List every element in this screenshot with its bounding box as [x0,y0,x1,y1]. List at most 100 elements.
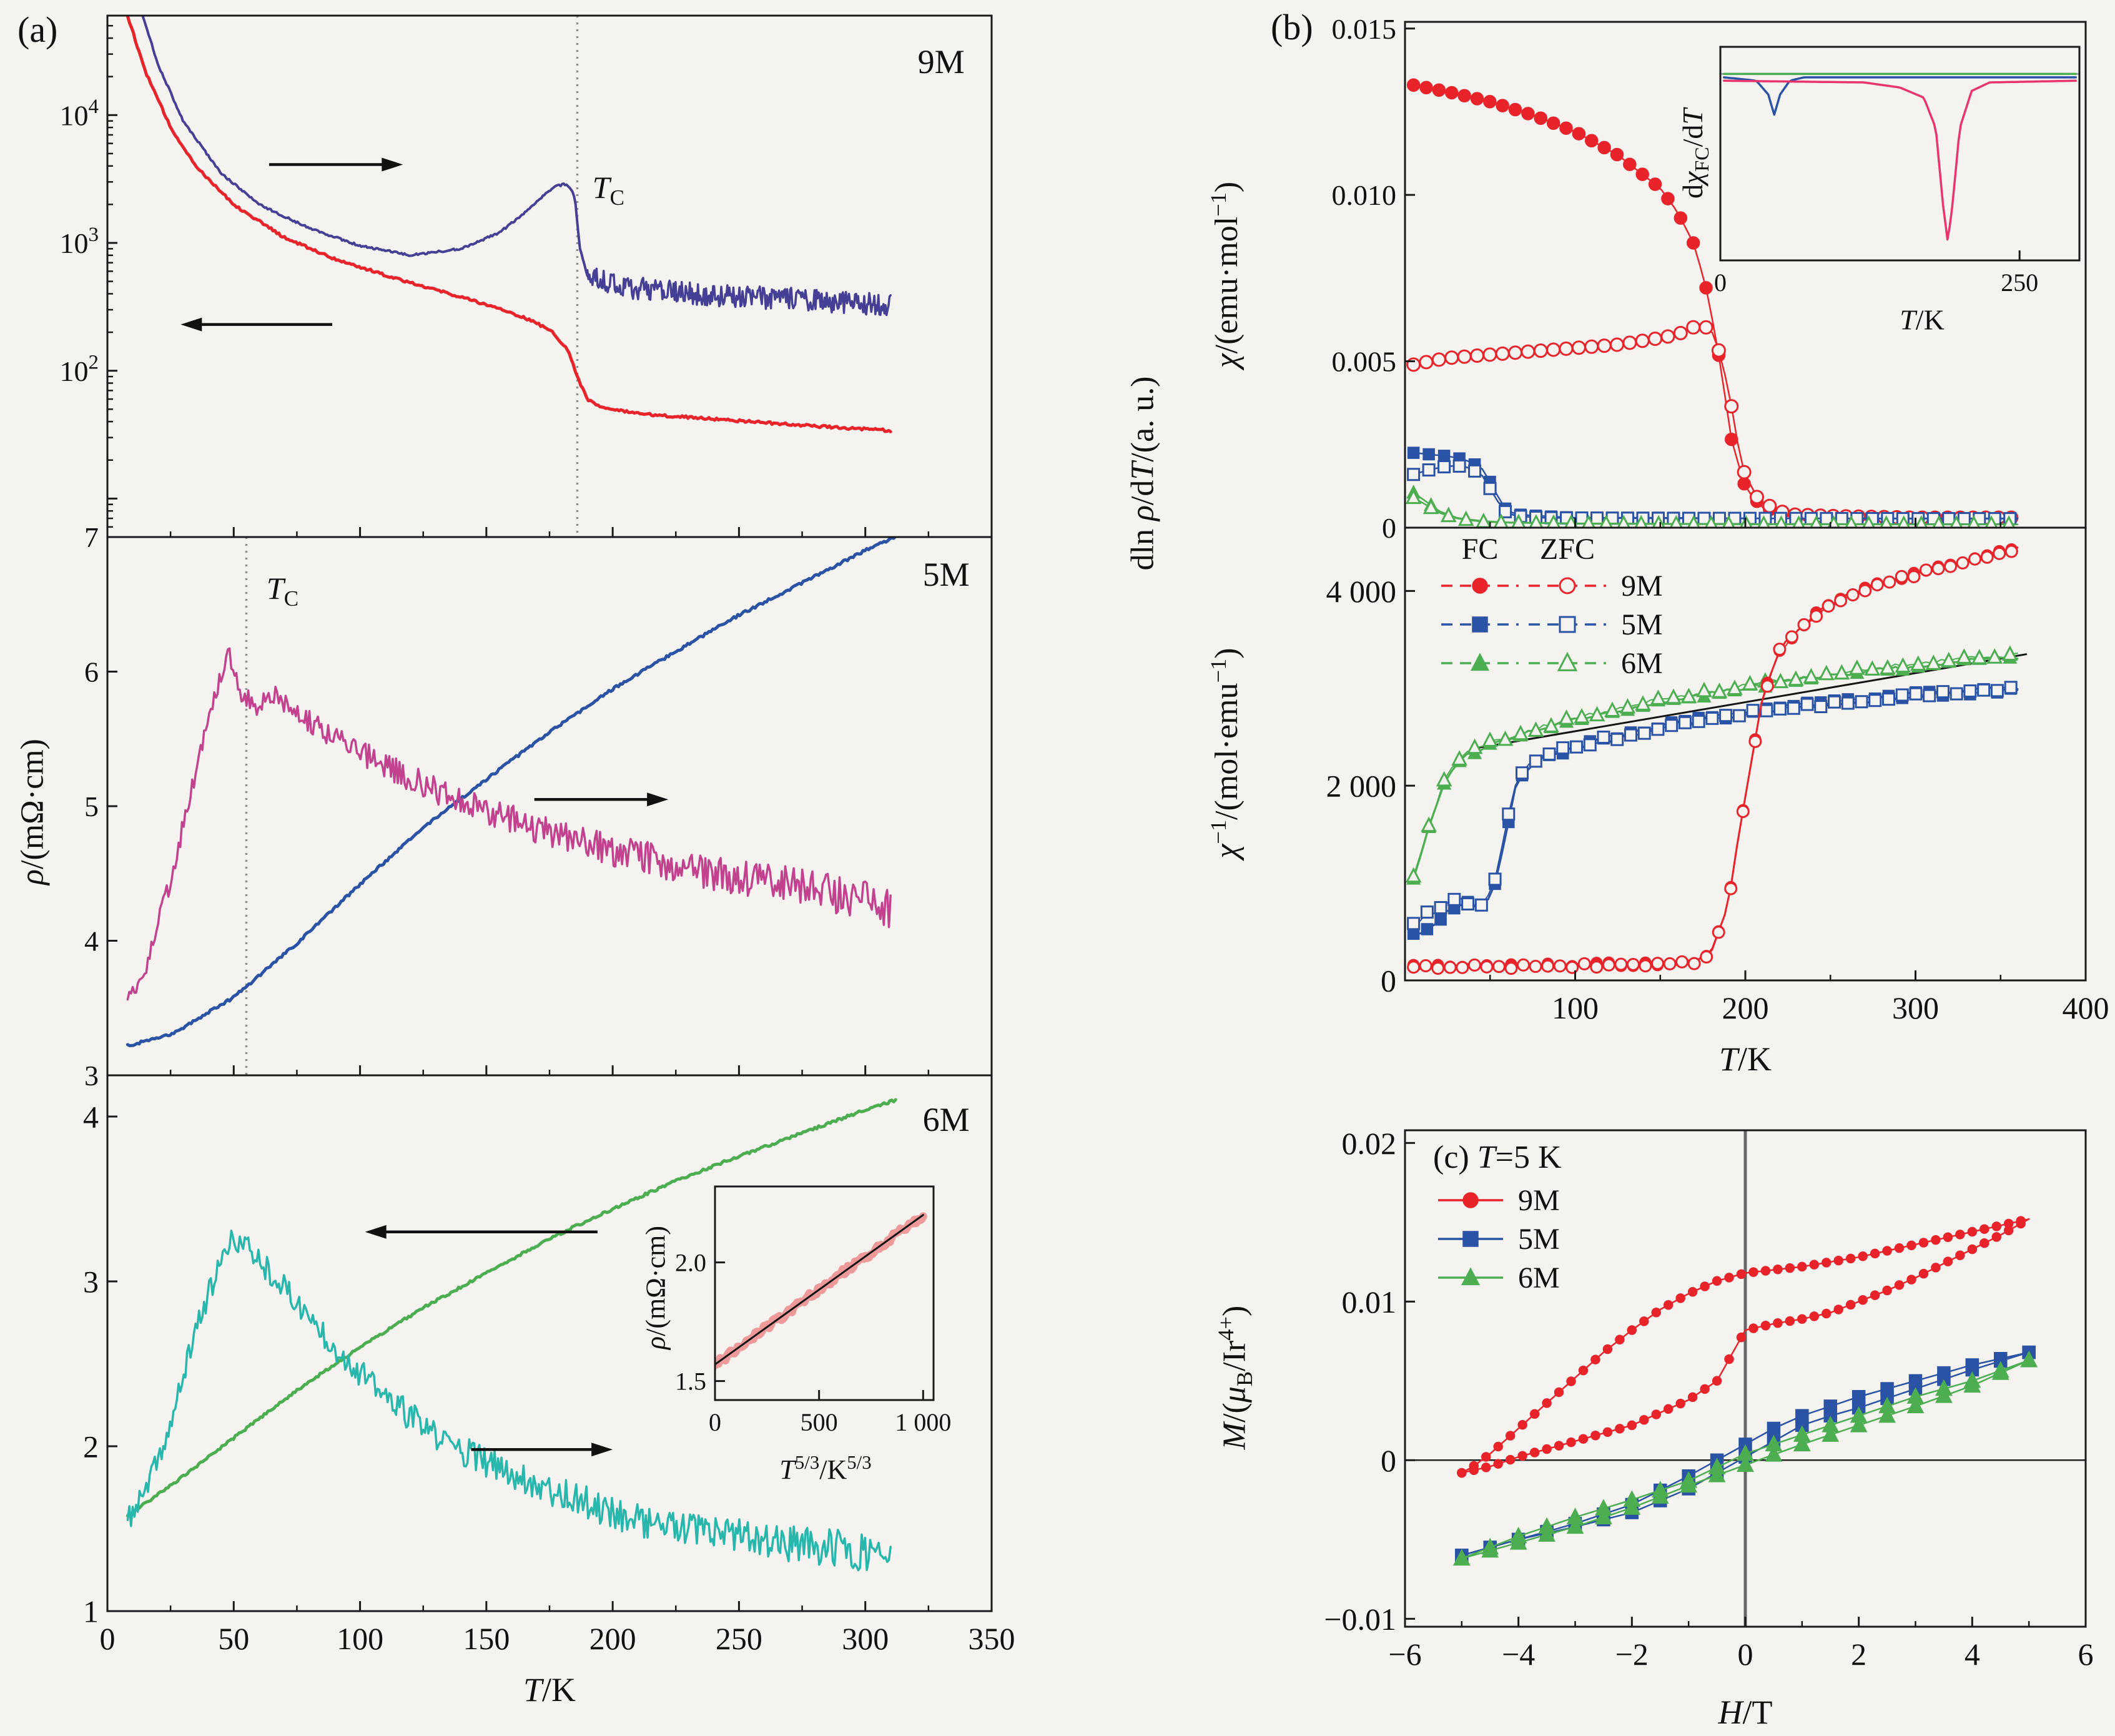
svg-text:250: 250 [2001,269,2038,297]
series-9M-down [1457,1216,2030,1478]
panel-c-title: (c) T=5 K [1433,1140,1562,1175]
legend-swatch-square-filled [1441,616,1519,633]
legend-header: FC ZFC [1436,532,1663,566]
svg-text:300: 300 [842,1621,889,1656]
svg-text:4: 4 [83,1100,99,1135]
series-9M-dlnrho-smooth [141,15,589,277]
legend-swatch-square-filled [1438,1231,1503,1247]
panel-c-mh-loops: −6 −4 −2 0 2 4 6 −0.01 0 0.01 0.02 [1324,1126,2093,1672]
svg-text:1.5: 1.5 [675,1368,706,1396]
svg-text:3: 3 [84,1060,99,1092]
svg-text:0: 0 [1738,1637,1753,1672]
svg-text:0.02: 0.02 [1342,1126,1397,1161]
panel-a-x-axis-label: T/K [523,1671,576,1709]
panel-b-inverse-susceptibility: 100 200 300 400 0 2 000 4 000 [1326,526,2109,1025]
legend-row-5m: 5M [1436,605,1663,644]
legend-swatch-triangle-open [1529,651,1606,671]
legend-swatch-triangle-filled [1438,1267,1503,1286]
panel-c-x-axis-label: H/T [1718,1694,1773,1731]
svg-text:0: 0 [1382,512,1396,544]
svg-text:6: 6 [84,656,99,688]
series-5M-ZFC [1407,681,2018,930]
svg-text:4: 4 [1965,1637,1980,1672]
panel-b-susceptibility: 0 0.005 0.010 0.015 [1332,13,2087,544]
svg-text:150: 150 [463,1621,510,1656]
series-6M-ZFC [1405,488,2019,528]
svg-text:−4: −4 [1502,1637,1535,1672]
svg-text:500: 500 [801,1408,838,1436]
series-6M-ZFC [1405,645,2018,883]
svg-text:3: 3 [83,1265,99,1300]
svg-text:−2: −2 [1615,1637,1649,1672]
svg-text:104: 104 [60,96,99,131]
svg-text:4: 4 [84,925,99,957]
legend-row-6m: 6M [1433,1258,1562,1297]
legend-label: 5M [1621,608,1663,641]
legend-swatch-circle-filled [1438,1192,1503,1208]
panel-a-inset-y-axis-label: ρ/(mΩ·cm) [640,1226,671,1349]
legend-mh: (c) T=5 K 9M 5M 6M [1433,1139,1562,1297]
svg-text:100: 100 [1552,990,1599,1025]
legend-label: 9M [1518,1183,1560,1217]
panel-c-y-axis-label: M/(μB/Ir4+) [1213,1305,1257,1450]
legend-swatch-circle-filled [1441,578,1519,594]
series-9M-dchidt [1723,79,2078,241]
legend-label: 5M [1518,1222,1560,1256]
svg-text:0: 0 [1714,269,1727,297]
label-9m: 9M [917,43,965,81]
label-5m: 5M [922,556,970,594]
svg-text:0.010: 0.010 [1332,179,1397,211]
panel-b-inset-y-axis-label: dχFC/dT [1676,109,1713,199]
legend-swatch-triangle-filled [1441,653,1519,671]
panel-b-invchi-y-axis-label: χ−1/(mol·emu−1) [1205,648,1245,859]
series-5M-dlnrho [126,647,892,1001]
svg-text:5: 5 [84,791,99,822]
series-9M-dlnrho-noisy [586,267,892,317]
svg-text:4 000: 4 000 [1326,574,1397,609]
panel-b-inset-dchidt: 0 250 [1714,46,2081,297]
svg-text:0: 0 [1381,1443,1396,1478]
svg-text:0.005: 0.005 [1332,346,1397,378]
legend-swatch-circle-open [1529,577,1606,594]
svg-text:200: 200 [1722,990,1769,1025]
legend-row-9m: 9M [1433,1181,1562,1220]
label-tc-9m: TC [592,170,624,210]
panel-a-5m-resistivity: 3 4 5 6 7 [84,521,993,1092]
svg-text:102: 102 [60,351,99,387]
svg-text:0: 0 [100,1621,116,1656]
svg-text:2.0: 2.0 [675,1249,706,1277]
legend-label: 6M [1518,1261,1560,1295]
label-tc-5m: TC [266,571,299,611]
legend-row-6m: 6M [1436,644,1663,683]
panel-a-inset-x-axis-label: T5/3/K5/3 [779,1452,872,1485]
svg-text:250: 250 [716,1621,762,1656]
svg-text:−0.01: −0.01 [1324,1602,1396,1637]
svg-text:1: 1 [83,1594,99,1629]
svg-text:400: 400 [2063,990,2109,1025]
legend-label: 6M [1621,646,1663,680]
panel-a-inset-t53-fit: 0 500 1 000 1.5 2.0 [675,1185,951,1436]
svg-text:100: 100 [337,1621,383,1656]
panel-a-6m-resistivity: 0 50 100 150 200 250 300 350 1 2 3 4 [83,1074,1015,1656]
series-5M-rho [126,536,897,1047]
svg-text:350: 350 [969,1621,1015,1656]
legend-fc-zfc: FC ZFC 9M 5M 6M [1436,532,1663,683]
legend-col-zfc: ZFC [1539,533,1595,566]
panel-b-dlnrho-y-axis-label: dln ρ/dT/(a. u.) [1125,376,1161,571]
panel-b-inset-x-axis-label: T/K [1900,303,1945,336]
panel-a-letter: (a) [17,9,58,50]
label-6m: 6M [922,1101,970,1139]
svg-text:300: 300 [1892,990,1939,1025]
panel-b-letter: (b) [1271,7,1313,47]
panel-b-x-axis-label: T/K [1718,1040,1772,1078]
svg-text:2 000: 2 000 [1326,769,1397,804]
svg-text:103: 103 [60,224,99,259]
series-6M-down [1452,1350,2038,1566]
series-6M-rho [126,1098,897,1518]
series-5M-dchidt [1723,76,2078,116]
legend-swatch-square-open [1529,616,1606,633]
series-9M-ZFC [1407,545,2018,975]
svg-text:0: 0 [709,1408,721,1436]
